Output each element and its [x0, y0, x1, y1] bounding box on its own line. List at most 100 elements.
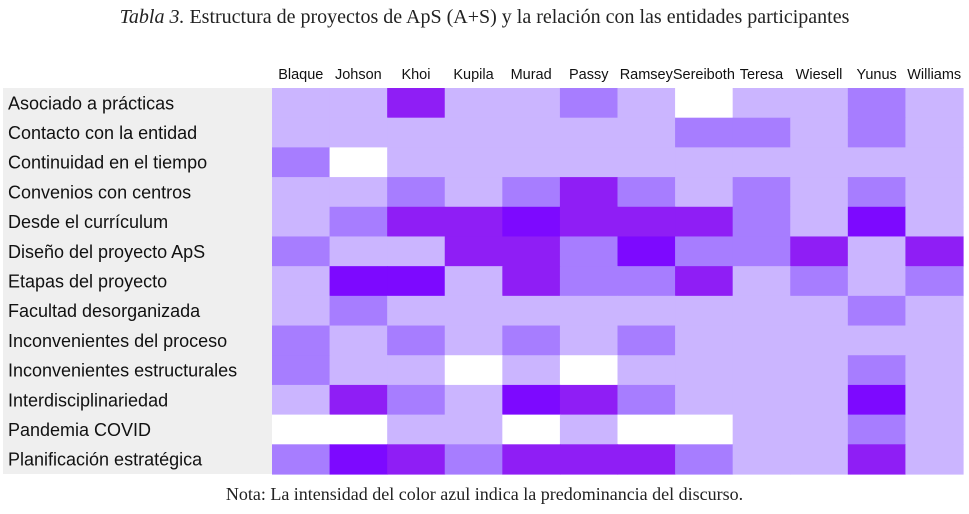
- table-caption: Tabla 3. Estructura de proyectos de ApS …: [0, 6, 969, 29]
- heatmap-cell-inconvenientes-del-proceso-sereiboth: [675, 325, 734, 356]
- heatmap-cell-continuidad-en-el-tiempo-wiesell: [790, 147, 849, 178]
- heatmap-cell-asociado-a-practicas-williams: [905, 88, 964, 119]
- column-header-wiesell: Wiesell: [796, 67, 843, 83]
- heatmap-cell-diseno-del-proyecto-aps-yunus: [847, 236, 907, 267]
- heatmap-cell-interdisciplinariedad-johson: [329, 384, 388, 416]
- heatmap-cell-asociado-a-practicas-kupila: [444, 88, 503, 119]
- heatmap-cell-convenios-con-centros-kupila: [444, 177, 503, 208]
- caption-text: Estructura de proyectos de ApS (A+S) y l…: [189, 6, 850, 28]
- heatmap-cell-planificacion-estrategica-sereiboth: [675, 444, 734, 475]
- heatmap-cell-etapas-del-proyecto-yunus: [847, 266, 907, 297]
- heatmap-cell-continuidad-en-el-tiempo-murad: [502, 147, 561, 178]
- heatmap-cell-pandemia-covid-murad: [502, 414, 561, 445]
- heatmap-cell-pandemia-covid-khoi: [387, 414, 446, 445]
- row-label-facultad-desorganizada: Facultad desorganizada: [8, 301, 201, 321]
- heatmap-cell-facultad-desorganizada-teresa: [732, 295, 791, 327]
- heatmap-cell-continuidad-en-el-tiempo-williams: [905, 147, 964, 178]
- heatmap-cell-pandemia-covid-sereiboth: [675, 414, 734, 445]
- heatmap-cell-facultad-desorganizada-yunus: [847, 295, 907, 327]
- row-label-planificacion-estrategica: Planificación estratégica: [8, 450, 203, 470]
- table-note: Nota: La intensidad del color azul indic…: [225, 484, 744, 504]
- heatmap-cell-diseno-del-proyecto-aps-passy: [559, 236, 619, 267]
- heatmap-cell-facultad-desorganizada-kupila: [444, 295, 503, 327]
- heatmap-cell-facultad-desorganizada-murad: [502, 295, 561, 327]
- column-header-khoi: Khoi: [401, 67, 430, 83]
- heatmap-cell-diseno-del-proyecto-aps-murad: [502, 236, 561, 267]
- row-label-convenios-con-centros: Convenios con centros: [8, 182, 191, 202]
- heatmap-cell-inconvenientes-del-proceso-blaque: [272, 325, 331, 356]
- heatmap-cell-continuidad-en-el-tiempo-khoi: [387, 147, 446, 178]
- heatmap-cell-diseno-del-proyecto-aps-williams: [905, 236, 964, 267]
- heatmap-cell-asociado-a-practicas-yunus: [847, 88, 907, 119]
- heatmap-cell-contacto-con-la-entidad-williams: [905, 117, 964, 148]
- heatmap-cell-diseno-del-proyecto-aps-blaque: [272, 236, 331, 267]
- heatmap-cell-convenios-con-centros-murad: [502, 177, 561, 208]
- heatmap-cell-planificacion-estrategica-passy: [559, 444, 619, 475]
- heatmap-cell-facultad-desorganizada-sereiboth: [675, 295, 734, 327]
- heatmap-cell-inconvenientes-del-proceso-williams: [905, 325, 964, 356]
- heatmap-cell-contacto-con-la-entidad-murad: [502, 117, 561, 148]
- heatmap-cell-pandemia-covid-ramsey: [617, 414, 676, 445]
- heatmap-cell-asociado-a-practicas-passy: [559, 88, 619, 119]
- heatmap-cell-interdisciplinariedad-murad: [502, 384, 561, 416]
- heatmap-cell-pandemia-covid-wiesell: [790, 414, 849, 445]
- heatmap-cell-inconvenientes-estructurales-khoi: [387, 355, 446, 386]
- heatmap-cell-diseno-del-proyecto-aps-teresa: [732, 236, 791, 267]
- heatmap-cell-inconvenientes-estructurales-ramsey: [617, 355, 676, 386]
- heatmap-cell-asociado-a-practicas-khoi: [387, 88, 446, 119]
- heatmap-cell-contacto-con-la-entidad-ramsey: [617, 117, 676, 148]
- heatmap-cell-contacto-con-la-entidad-blaque: [272, 117, 331, 148]
- heatmap-cell-inconvenientes-estructurales-blaque: [272, 355, 331, 386]
- heatmap-cell-inconvenientes-del-proceso-murad: [502, 325, 561, 356]
- heatmap-cell-inconvenientes-del-proceso-wiesell: [790, 325, 849, 356]
- heatmap-cell-interdisciplinariedad-williams: [905, 384, 964, 416]
- heatmap-cell-diseno-del-proyecto-aps-ramsey: [617, 236, 676, 267]
- heatmap-cell-etapas-del-proyecto-blaque: [272, 266, 331, 297]
- heatmap-cell-interdisciplinariedad-passy: [559, 384, 619, 416]
- heatmap-cell-inconvenientes-del-proceso-khoi: [387, 325, 446, 356]
- heatmap-cell-convenios-con-centros-khoi: [387, 177, 446, 208]
- heatmap-cell-interdisciplinariedad-blaque: [272, 384, 331, 416]
- heatmap-cell-continuidad-en-el-tiempo-yunus: [847, 147, 907, 178]
- heatmap-cell-convenios-con-centros-yunus: [847, 177, 907, 208]
- heatmap-cell-desde-el-curriculum-sereiboth: [675, 206, 734, 238]
- row-label-band: [3, 88, 272, 474]
- column-header-ramsey: Ramsey: [620, 67, 674, 83]
- heatmap-cell-asociado-a-practicas-teresa: [732, 88, 791, 119]
- row-label-inconvenientes-estructurales: Inconvenientes estructurales: [8, 361, 237, 381]
- heatmap-cell-inconvenientes-del-proceso-passy: [559, 325, 619, 356]
- heatmap-cell-etapas-del-proyecto-kupila: [444, 266, 503, 297]
- heatmap-cell-continuidad-en-el-tiempo-passy: [559, 147, 619, 178]
- heatmap-cell-facultad-desorganizada-passy: [559, 295, 619, 327]
- row-label-pandemia-covid: Pandemia COVID: [8, 420, 151, 440]
- heatmap-cell-pandemia-covid-yunus: [847, 414, 907, 445]
- column-header-passy: Passy: [569, 67, 609, 83]
- heatmap-cell-interdisciplinariedad-sereiboth: [675, 384, 734, 416]
- heatmap-cell-asociado-a-practicas-murad: [502, 88, 561, 119]
- heatmap-cell-convenios-con-centros-johson: [329, 177, 388, 208]
- column-header-sereiboth: Sereiboth: [673, 67, 735, 83]
- row-label-inconvenientes-del-proceso: Inconvenientes del proceso: [8, 331, 227, 351]
- heatmap-cell-facultad-desorganizada-ramsey: [617, 295, 676, 327]
- heatmap-cell-contacto-con-la-entidad-johson: [329, 117, 388, 148]
- heatmap-cell-inconvenientes-estructurales-williams: [905, 355, 964, 386]
- heatmap-cell-continuidad-en-el-tiempo-kupila: [444, 147, 503, 178]
- heatmap-cell-convenios-con-centros-ramsey: [617, 177, 676, 208]
- heatmap-cell-planificacion-estrategica-teresa: [732, 444, 791, 475]
- heatmap-cell-interdisciplinariedad-yunus: [847, 384, 907, 416]
- heatmap-cell-planificacion-estrategica-khoi: [387, 444, 446, 475]
- column-header-kupila: Kupila: [453, 67, 494, 83]
- heatmap-cell-desde-el-curriculum-passy: [559, 206, 619, 238]
- heatmap-cell-inconvenientes-estructurales-passy: [559, 355, 619, 386]
- heatmap-cell-contacto-con-la-entidad-yunus: [847, 117, 907, 148]
- heatmap-cell-planificacion-estrategica-yunus: [847, 444, 907, 475]
- heatmap-cell-contacto-con-la-entidad-khoi: [387, 117, 446, 148]
- heatmap-cell-contacto-con-la-entidad-passy: [559, 117, 619, 148]
- heatmap-cell-desde-el-curriculum-kupila: [444, 206, 503, 238]
- heatmap-cell-planificacion-estrategica-wiesell: [790, 444, 849, 475]
- heatmap-cell-continuidad-en-el-tiempo-blaque: [272, 147, 331, 178]
- heatmap-cell-planificacion-estrategica-blaque: [272, 444, 331, 475]
- heatmap-cell-asociado-a-practicas-sereiboth: [675, 88, 734, 119]
- heatmap-cell-diseno-del-proyecto-aps-johson: [329, 236, 388, 267]
